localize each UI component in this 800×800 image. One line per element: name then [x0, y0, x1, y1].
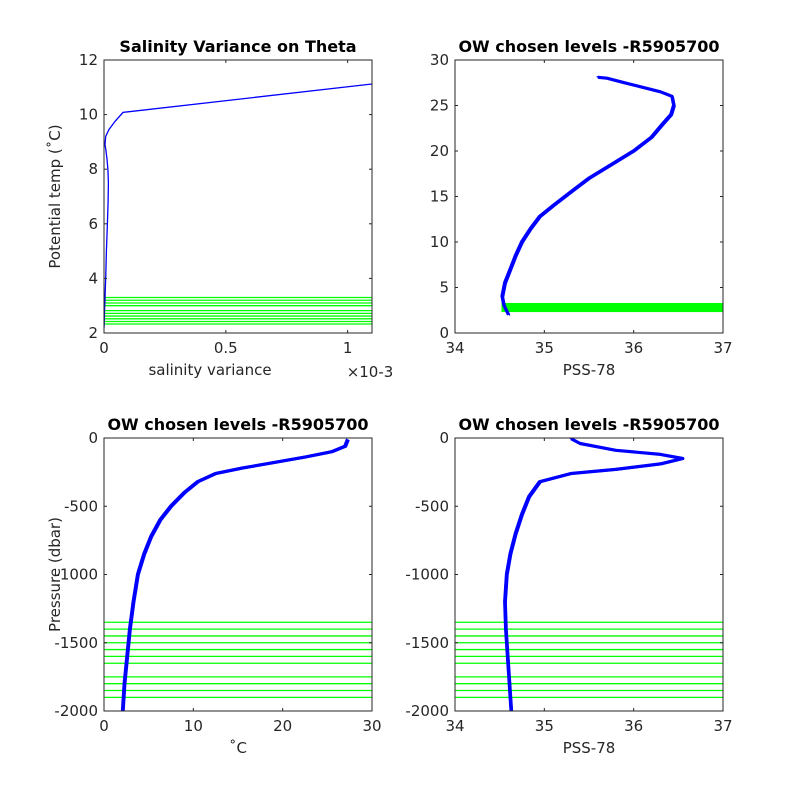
chart-title: OW chosen levels -R5905700	[458, 415, 719, 434]
x-tick-label: 34	[445, 339, 464, 357]
chart-title: Salinity Variance on Theta	[119, 37, 356, 56]
x-tick-label: 35	[535, 717, 554, 735]
y-tick-label: 0	[439, 429, 449, 447]
subplot-3: 0 10 20 30 -2000 -1500 -1000 -500 0 OW chosen lev…	[46, 415, 382, 757]
x-axis-label: PSS-78	[563, 739, 616, 757]
profile-line	[121, 438, 350, 711]
y-tick-label: -1500	[405, 634, 449, 652]
plot-content	[455, 438, 723, 711]
x-tick-label: 10	[184, 717, 203, 735]
plot-area	[104, 438, 372, 711]
y-tick-label: -500	[415, 497, 449, 515]
y-tick-label: 8	[88, 160, 98, 178]
y-tick-label: -1500	[54, 634, 98, 652]
y-tick-label: 25	[430, 97, 449, 115]
x-axis-label: ˚C	[229, 739, 247, 757]
y-tick-label: 6	[88, 215, 98, 233]
y-tick-label: 10	[430, 233, 449, 251]
x-axis-exponent: ×10-3	[347, 363, 394, 381]
x-tick-label: 37	[713, 717, 732, 735]
y-tick-label: -1000	[405, 566, 449, 584]
y-tick-label: 10	[79, 106, 98, 124]
plot-area	[455, 438, 723, 711]
x-tick-label: 35	[535, 339, 554, 357]
x-axis-label: salinity variance	[148, 361, 271, 379]
plot-content	[104, 438, 372, 711]
y-tick-label: 12	[79, 51, 98, 69]
y-tick-label: -2000	[54, 702, 98, 720]
x-axis-label: PSS-78	[563, 361, 616, 379]
x-tick-label: 37	[713, 339, 732, 357]
subplot-4: 34 35 36 37 -2000 -1500 -1000 -500 0 OW chosen le…	[405, 415, 732, 757]
y-tick-label: 30	[430, 51, 449, 69]
plot-area	[104, 60, 372, 333]
x-tick-label: 0.5	[214, 339, 238, 357]
y-tick-label: -500	[64, 497, 98, 515]
plot-content	[500, 75, 723, 316]
variance-line	[104, 83, 372, 328]
y-tick-label: 4	[88, 269, 98, 287]
y-tick-label: 0	[88, 429, 98, 447]
y-tick-label: 15	[430, 188, 449, 206]
x-tick-label: 36	[624, 717, 643, 735]
y-tick-label: -2000	[405, 702, 449, 720]
plot-area	[455, 60, 723, 333]
profile-line	[503, 438, 685, 711]
x-tick-label: 1	[343, 339, 353, 357]
y-tick-label: 2	[88, 324, 98, 342]
x-tick-label: 20	[273, 717, 292, 735]
x-tick-label: 34	[445, 717, 464, 735]
y-tick-label: -1000	[54, 566, 98, 584]
axes-box	[103, 59, 373, 334]
y-axis-label: Pressure (dbar)	[46, 517, 64, 632]
x-tick-label: 30	[362, 717, 381, 735]
y-tick-label: 5	[439, 279, 449, 297]
profile-line	[500, 75, 676, 316]
x-tick-label: 0	[99, 717, 109, 735]
chart-title: OW chosen levels -R5905700	[458, 37, 719, 56]
plot-content	[104, 83, 372, 328]
chosen-level-band	[501, 302, 723, 313]
y-tick-label: 0	[439, 324, 449, 342]
subplot-2: 34 35 36 37 0 5 10 15 20 25 30 OW chosen levels -R5…	[430, 37, 733, 379]
chart-title: OW chosen levels -R5905700	[107, 415, 368, 434]
y-tick-label: 20	[430, 142, 449, 160]
x-tick-label: 0	[99, 339, 109, 357]
x-tick-label: 36	[624, 339, 643, 357]
y-axis-label: Potential temp (˚C)	[46, 124, 64, 268]
